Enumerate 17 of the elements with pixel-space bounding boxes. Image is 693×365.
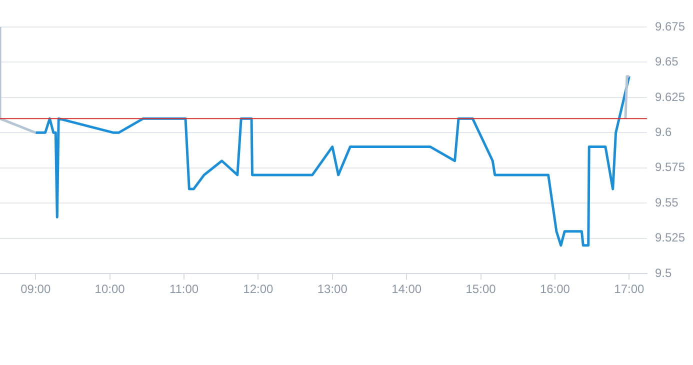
x-tick-label: 15:00 bbox=[466, 282, 496, 296]
y-tick-label: 9.55 bbox=[654, 195, 679, 210]
y-tick-label: 9.5 bbox=[654, 266, 672, 280]
y-tick-label: 9.525 bbox=[654, 230, 686, 245]
y-tick-label: 9.6 bbox=[654, 125, 672, 139]
x-tick-label: 13:00 bbox=[317, 282, 348, 296]
x-tick-label: 17:00 bbox=[614, 282, 645, 296]
x-tick-label: 14:00 bbox=[392, 282, 422, 296]
y-tick-label: 9.575 bbox=[654, 160, 686, 174]
y-tick-label: 9.65 bbox=[654, 54, 679, 69]
x-tick-label: 10:00 bbox=[94, 282, 126, 296]
y-tick-label: 9.625 bbox=[654, 90, 686, 104]
x-tick-label: 09:00 bbox=[20, 282, 51, 296]
x-tick-label: 11:00 bbox=[169, 282, 199, 296]
x-tick-label: 16:00 bbox=[540, 282, 570, 296]
y-tick-label: 9.675 bbox=[654, 19, 686, 34]
x-tick-label: 12:00 bbox=[243, 282, 274, 296]
